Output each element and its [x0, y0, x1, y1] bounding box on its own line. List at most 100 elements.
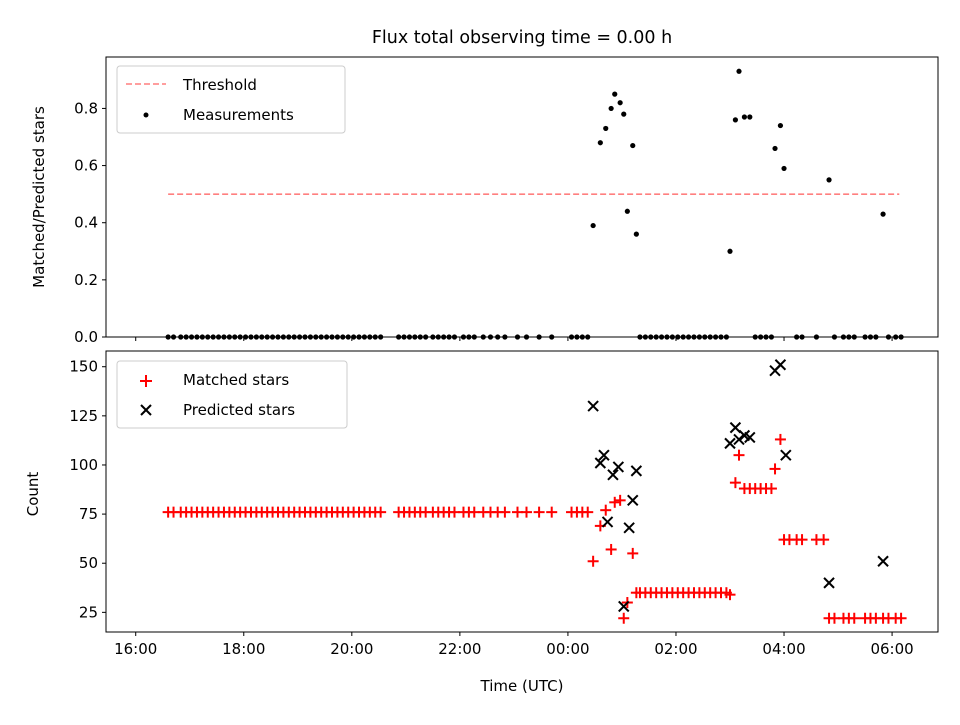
measurement-point	[590, 222, 596, 229]
y-tick-label: 0.4	[74, 214, 98, 232]
matched-point	[796, 534, 808, 546]
y-tick-label: 150	[69, 358, 98, 376]
x-tick-label: 18:00	[222, 640, 265, 658]
predicted-point	[733, 433, 745, 446]
x-axis-label: Time (UTC)	[480, 677, 564, 695]
matched-point	[521, 506, 533, 518]
series-matched-stars	[162, 433, 907, 624]
x-tick-label: 04:00	[762, 640, 805, 658]
measurement-point	[612, 91, 618, 97]
x-tick-label: 00:00	[546, 640, 589, 658]
matched-point	[818, 534, 830, 546]
y-tick-label: 75	[79, 505, 98, 523]
chart-title: Flux total observing time = 0.00 h	[372, 28, 672, 48]
measurement-point	[777, 122, 784, 129]
panel-ratio: 0.00.20.40.60.8 Matched/Predicted stars …	[30, 56, 939, 346]
measurement-point	[747, 114, 753, 120]
predicted-point	[627, 494, 639, 507]
matched-point	[375, 506, 387, 518]
predicted-point	[724, 437, 736, 450]
measurement-point	[826, 177, 832, 183]
measurement-point	[772, 145, 778, 152]
measurement-point	[781, 165, 787, 172]
predicted-point	[630, 465, 643, 477]
legend-label-predicted: Predicted stars	[183, 401, 295, 419]
matched-point	[533, 506, 545, 518]
matched-point	[587, 555, 599, 567]
predicted-point	[780, 449, 792, 461]
x-tick-label: 20:00	[330, 640, 373, 658]
measurement-point	[880, 211, 886, 217]
predicted-point	[774, 359, 787, 371]
x-tick-label: 22:00	[438, 640, 481, 658]
matched-point	[546, 506, 558, 518]
predicted-point	[601, 516, 614, 528]
y-tick-label: 25	[79, 603, 98, 621]
predicted-point	[618, 600, 630, 613]
matched-point	[609, 496, 621, 508]
x-tick-label: 02:00	[654, 640, 697, 658]
matched-point	[600, 504, 612, 516]
legend-box-top	[116, 65, 346, 134]
predicted-point	[877, 555, 889, 567]
matched-point	[895, 612, 907, 624]
predicted-point	[607, 469, 619, 481]
y-axis-label-bottom: Count	[24, 472, 42, 517]
measurement-point	[727, 248, 733, 254]
matched-point	[724, 589, 736, 601]
predicted-point	[729, 421, 742, 434]
predicted-point	[744, 431, 756, 444]
legend-marker-measurements	[143, 112, 149, 118]
y-tick-label: 0.8	[74, 99, 98, 117]
measurement-point	[741, 114, 748, 120]
x-tick-label: 16:00	[114, 640, 157, 658]
matched-point	[618, 612, 630, 624]
legend-bottom: Matched stars Predicted stars	[116, 360, 348, 429]
matched-point	[729, 477, 741, 489]
y-tick-label: 100	[69, 456, 98, 474]
matched-point	[774, 433, 786, 445]
plot-frame-bottom	[105, 350, 939, 633]
legend-label-threshold: Threshold	[182, 76, 257, 94]
legend-label-measurements: Measurements	[183, 106, 294, 124]
predicted-point	[594, 457, 607, 469]
y-tick-label: 125	[69, 407, 98, 425]
legend-marker-matched	[140, 375, 152, 387]
measurement-point	[608, 105, 614, 112]
plot-frame-top	[105, 56, 939, 338]
measurement-point	[624, 208, 630, 214]
series-predicted-stars	[587, 359, 889, 613]
matched-point	[582, 506, 594, 518]
y-tick-label: 50	[79, 554, 98, 572]
predicted-point	[598, 449, 610, 461]
measurement-point	[633, 231, 639, 237]
matched-point	[848, 612, 860, 624]
predicted-point	[623, 522, 635, 534]
matched-point	[605, 543, 617, 555]
measurement-point	[732, 117, 739, 123]
measurement-point	[617, 100, 623, 106]
matched-point	[769, 463, 781, 475]
measurement-point	[597, 140, 603, 146]
y-tick-label: 0.2	[74, 271, 98, 289]
predicted-point	[587, 400, 599, 412]
matched-point	[627, 547, 639, 559]
y-tick-label: 0.0	[74, 328, 98, 346]
measurement-point	[603, 125, 609, 132]
matched-point	[499, 506, 511, 518]
predicted-point	[612, 461, 625, 473]
y-axis-label-top: Matched/Predicted stars	[30, 106, 48, 288]
predicted-point	[823, 577, 835, 589]
panel-count: 25 50 75 100 125 150 16:00 18:00 20:00 22:00 00:0…	[24, 350, 939, 658]
y-tick-label: 0.6	[74, 157, 98, 175]
measurement-point	[621, 111, 627, 117]
measurement-point	[630, 142, 636, 149]
legend-top: Threshold Measurements	[116, 65, 346, 134]
matched-point	[765, 483, 777, 495]
matched-point	[614, 494, 626, 506]
matched-point	[733, 449, 745, 461]
x-tick-label: 06:00	[870, 640, 913, 658]
legend-box-bottom	[116, 360, 348, 429]
measurement-point	[736, 68, 742, 74]
